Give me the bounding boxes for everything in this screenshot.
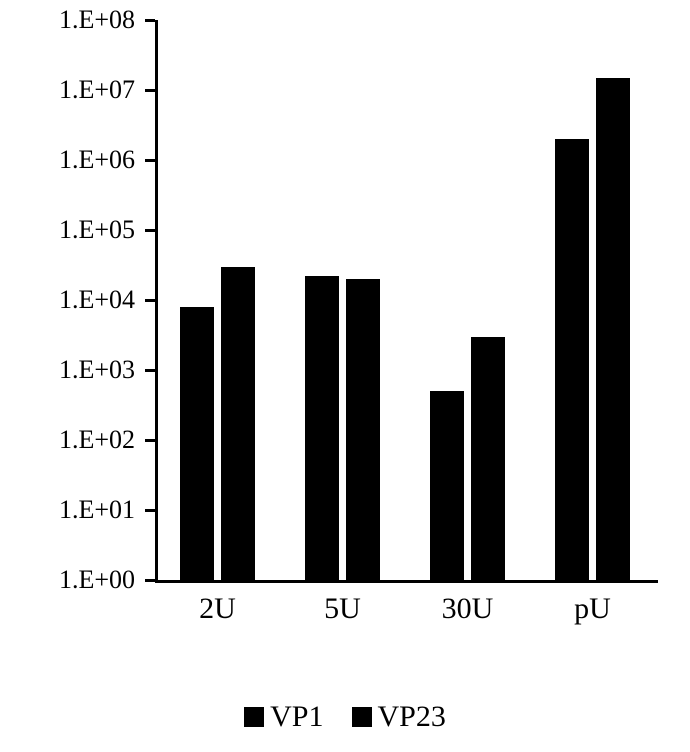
y-tick-label: 1.E+03: [5, 355, 135, 385]
y-tick-mark: [145, 299, 155, 302]
bar-VP1-2U: [180, 307, 214, 580]
y-tick-mark: [145, 159, 155, 162]
y-tick-label: 1.E+04: [5, 285, 135, 315]
x-tick-label: pU: [574, 592, 611, 626]
legend-swatch-icon: [352, 707, 372, 727]
y-axis-line: [155, 20, 158, 580]
y-tick-label: 1.E+07: [5, 75, 135, 105]
y-tick-label: 1.E+06: [5, 145, 135, 175]
y-tick-mark: [145, 229, 155, 232]
x-tick-label: 30U: [442, 592, 494, 626]
y-tick-label: 1.E+01: [5, 495, 135, 525]
legend-label: VP1: [270, 700, 323, 734]
bar-VP1-pU: [555, 139, 589, 580]
y-tick-mark: [145, 89, 155, 92]
x-tick-label: 5U: [324, 592, 361, 626]
y-tick-label: 1.E+00: [5, 565, 135, 595]
bar-VP23-30U: [471, 337, 505, 580]
legend: VP1 VP23: [0, 700, 690, 734]
legend-label: VP23: [378, 700, 446, 734]
y-tick-mark: [145, 439, 155, 442]
bar-VP23-2U: [221, 267, 255, 580]
y-tick-mark: [145, 509, 155, 512]
bar-VP1-5U: [305, 276, 339, 580]
x-tick-label: 2U: [199, 592, 236, 626]
legend-item-VP1: VP1: [244, 700, 323, 734]
bar-VP1-30U: [430, 391, 464, 580]
log-bar-chart: 1.E+00 1.E+01 1.E+02 1.E+03 1.E+04 1.E+05 1.E+…: [0, 0, 690, 752]
bar-VP23-pU: [596, 78, 630, 580]
legend-item-VP23: VP23: [352, 700, 446, 734]
y-tick-mark: [145, 369, 155, 372]
y-tick-label: 1.E+08: [5, 5, 135, 35]
x-axis-line: [155, 580, 658, 583]
y-tick-mark: [145, 579, 155, 582]
y-tick-label: 1.E+02: [5, 425, 135, 455]
y-tick-label: 1.E+05: [5, 215, 135, 245]
bar-VP23-5U: [346, 279, 380, 580]
y-tick-mark: [145, 19, 155, 22]
legend-swatch-icon: [244, 707, 264, 727]
plot-area: [155, 20, 655, 580]
